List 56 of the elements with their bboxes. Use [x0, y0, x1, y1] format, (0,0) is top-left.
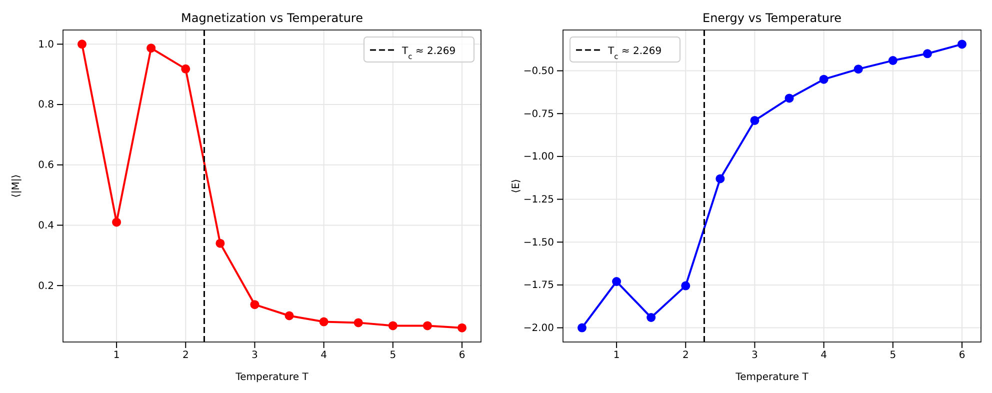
point [216, 238, 225, 248]
point [612, 277, 622, 286]
x-tick-label: 6 [458, 350, 466, 362]
y-tick-label: −0.75 [523, 108, 554, 120]
y-tick-label: −1.50 [523, 237, 554, 248]
x-tick-label: 4 [320, 350, 328, 362]
x-tick-label: 5 [390, 350, 396, 362]
point [78, 40, 86, 49]
point [888, 56, 898, 65]
ref-line-label: T$_{c}$ ≈ 2.269 [401, 46, 456, 60]
x-tick-label: 6 [958, 350, 966, 362]
ref-line-label: T$_{c}$ ≈ 2.269 [607, 46, 662, 60]
x-tick-label: 4 [820, 350, 828, 362]
point [716, 174, 725, 184]
y-tick-label: −1.25 [523, 194, 554, 206]
point [388, 321, 398, 330]
y-tick-label: −0.50 [523, 66, 554, 77]
point [750, 116, 760, 125]
point [958, 40, 966, 49]
y-tick-label: 1.0 [38, 39, 54, 50]
y-tick-label: 0.4 [38, 220, 54, 232]
x-axis-title: Temperature T [234, 372, 310, 383]
point [681, 281, 690, 290]
point [146, 44, 156, 53]
x-tick-label: 2 [682, 350, 689, 362]
point [784, 94, 794, 103]
point [646, 313, 656, 322]
x-tick-label: 5 [890, 350, 896, 362]
y-tick-label: −1.00 [523, 152, 554, 163]
chart-title: Magnetization vs Temperature [181, 11, 363, 25]
point [422, 321, 432, 330]
point [819, 74, 828, 84]
point [922, 49, 932, 58]
point [284, 311, 294, 320]
x-tick-label: 1 [113, 350, 120, 362]
point [354, 318, 363, 328]
chart-title: Energy vs Temperature [702, 11, 842, 25]
y-axis-title: ⟨|M|⟩ [11, 174, 22, 198]
x-tick-label: 1 [613, 350, 620, 362]
point [319, 317, 328, 326]
x-tick-label: 3 [252, 350, 258, 362]
point [250, 300, 260, 310]
point [181, 64, 190, 74]
y-tick-label: −2.00 [523, 322, 554, 334]
x-tick-label: 3 [752, 350, 758, 362]
point [578, 323, 586, 332]
y-axis-title: ⟨E⟩ [511, 178, 522, 194]
y-tick-label: 0.6 [38, 160, 54, 172]
y-tick-label: −1.75 [523, 280, 554, 292]
y-tick-label: 0.2 [38, 280, 54, 292]
y-tick-label: 0.8 [38, 100, 54, 111]
point [854, 64, 863, 74]
point [112, 218, 122, 227]
point [458, 323, 466, 332]
x-tick-label: 2 [182, 350, 189, 362]
x-axis-title: Temperature T [734, 372, 810, 383]
